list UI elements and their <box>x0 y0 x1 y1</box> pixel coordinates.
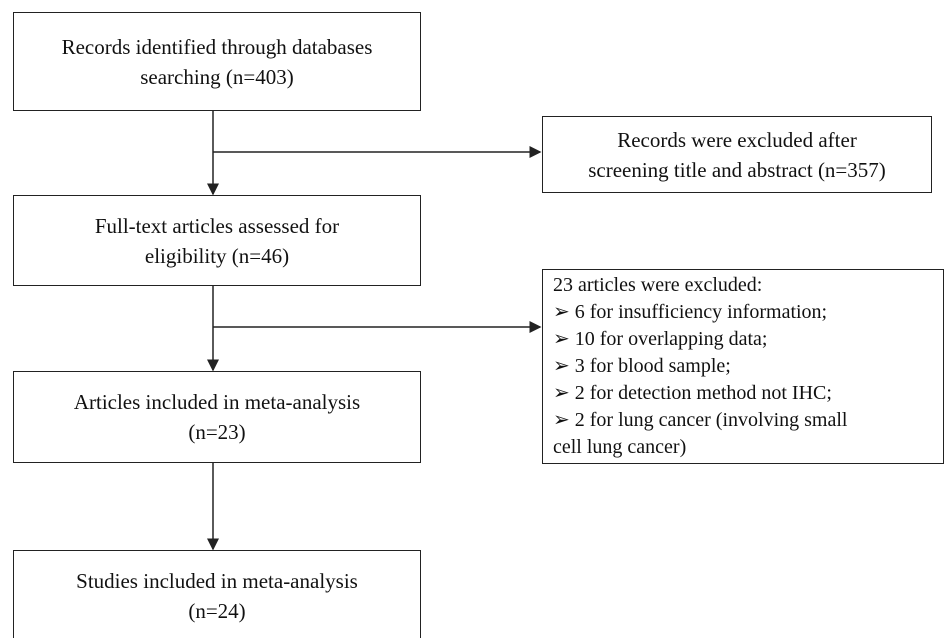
box-text: (n=24) <box>188 599 246 623</box>
list-item: 10 for overlapping data; <box>553 326 768 353</box>
box-studies-included: Studies included in meta-analysis (n=24) <box>13 550 421 638</box>
box-text: (n=23) <box>188 420 246 444</box>
box-full-text: Full-text articles assessed for eligibil… <box>13 195 421 286</box>
box-excluded-screening: Records were excluded after screening ti… <box>542 116 932 193</box>
box-text: Full-text articles assessed for <box>94 213 340 238</box>
box-text: Studies included in meta-analysis <box>76 569 358 593</box>
list-item: 3 for blood sample; <box>553 353 731 380</box>
box-text: 23 articles were excluded: <box>553 274 763 296</box>
box-identified: Records identified through databases sea… <box>13 12 421 111</box>
box-text: searching (n=403) <box>140 64 294 89</box>
list-item: cell lung cancer) <box>553 436 687 458</box>
box-text: Records identified through databases <box>61 34 373 59</box>
box-excluded-articles: 23 articles were excluded: 6 for insuffi… <box>542 269 944 464</box>
box-text: eligibility (n=46) <box>144 243 290 268</box>
list-item: 6 for insufficiency information; <box>553 299 827 326</box>
box-text: Records were excluded after <box>617 127 857 152</box>
list-item: 2 for lung cancer (involving small <box>553 407 848 434</box>
list-item: 2 for detection method not IHC; <box>553 380 832 407</box>
box-articles-included: Articles included in meta-analysis (n=23… <box>13 371 421 463</box>
box-text: screening title and abstract (n=357) <box>588 157 886 182</box>
box-text: Articles included in meta-analysis <box>73 390 361 414</box>
